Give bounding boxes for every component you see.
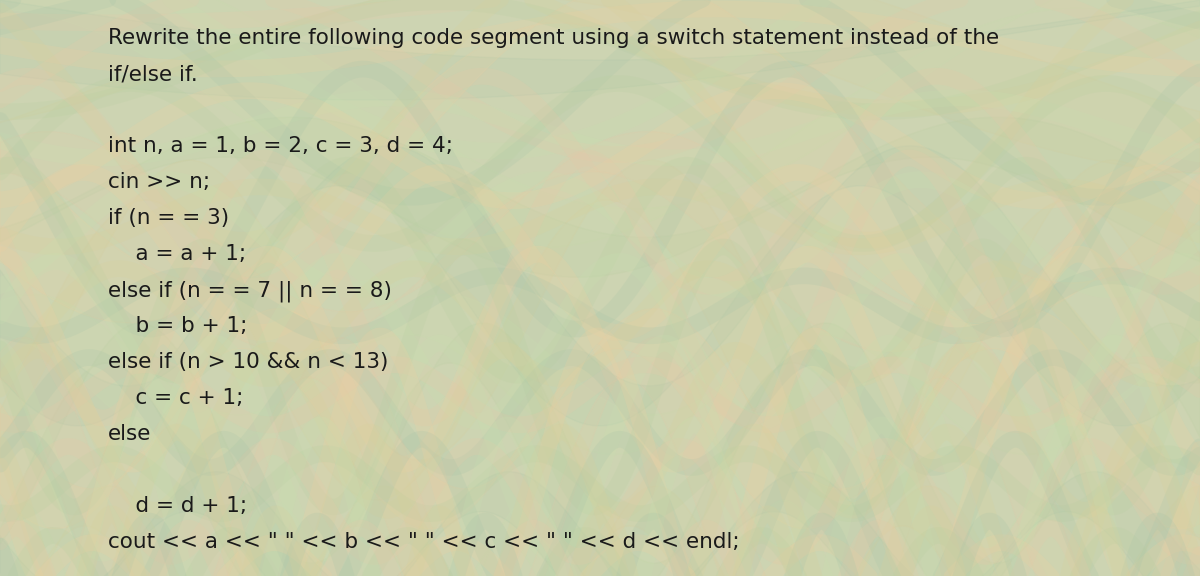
Text: a = a + 1;: a = a + 1; [108,244,246,264]
Text: b = b + 1;: b = b + 1; [108,316,247,336]
Text: else: else [108,424,151,444]
Text: else if (n = = 7 || n = = 8): else if (n = = 7 || n = = 8) [108,280,392,301]
Text: cin >> n;: cin >> n; [108,172,210,192]
Text: Rewrite the entire following code segment using a switch statement instead of th: Rewrite the entire following code segmen… [108,28,1000,48]
Text: d = d + 1;: d = d + 1; [108,496,247,516]
Text: cout << a << " " << b << " " << c << " " << d << endl;: cout << a << " " << b << " " << c << " "… [108,532,739,552]
Text: if/else if.: if/else if. [108,64,198,84]
Text: int n, a = 1, b = 2, c = 3, d = 4;: int n, a = 1, b = 2, c = 3, d = 4; [108,136,454,156]
Text: c = c + 1;: c = c + 1; [108,388,244,408]
Text: else if (n > 10 && n < 13): else if (n > 10 && n < 13) [108,352,389,372]
Text: if (n = = 3): if (n = = 3) [108,208,229,228]
